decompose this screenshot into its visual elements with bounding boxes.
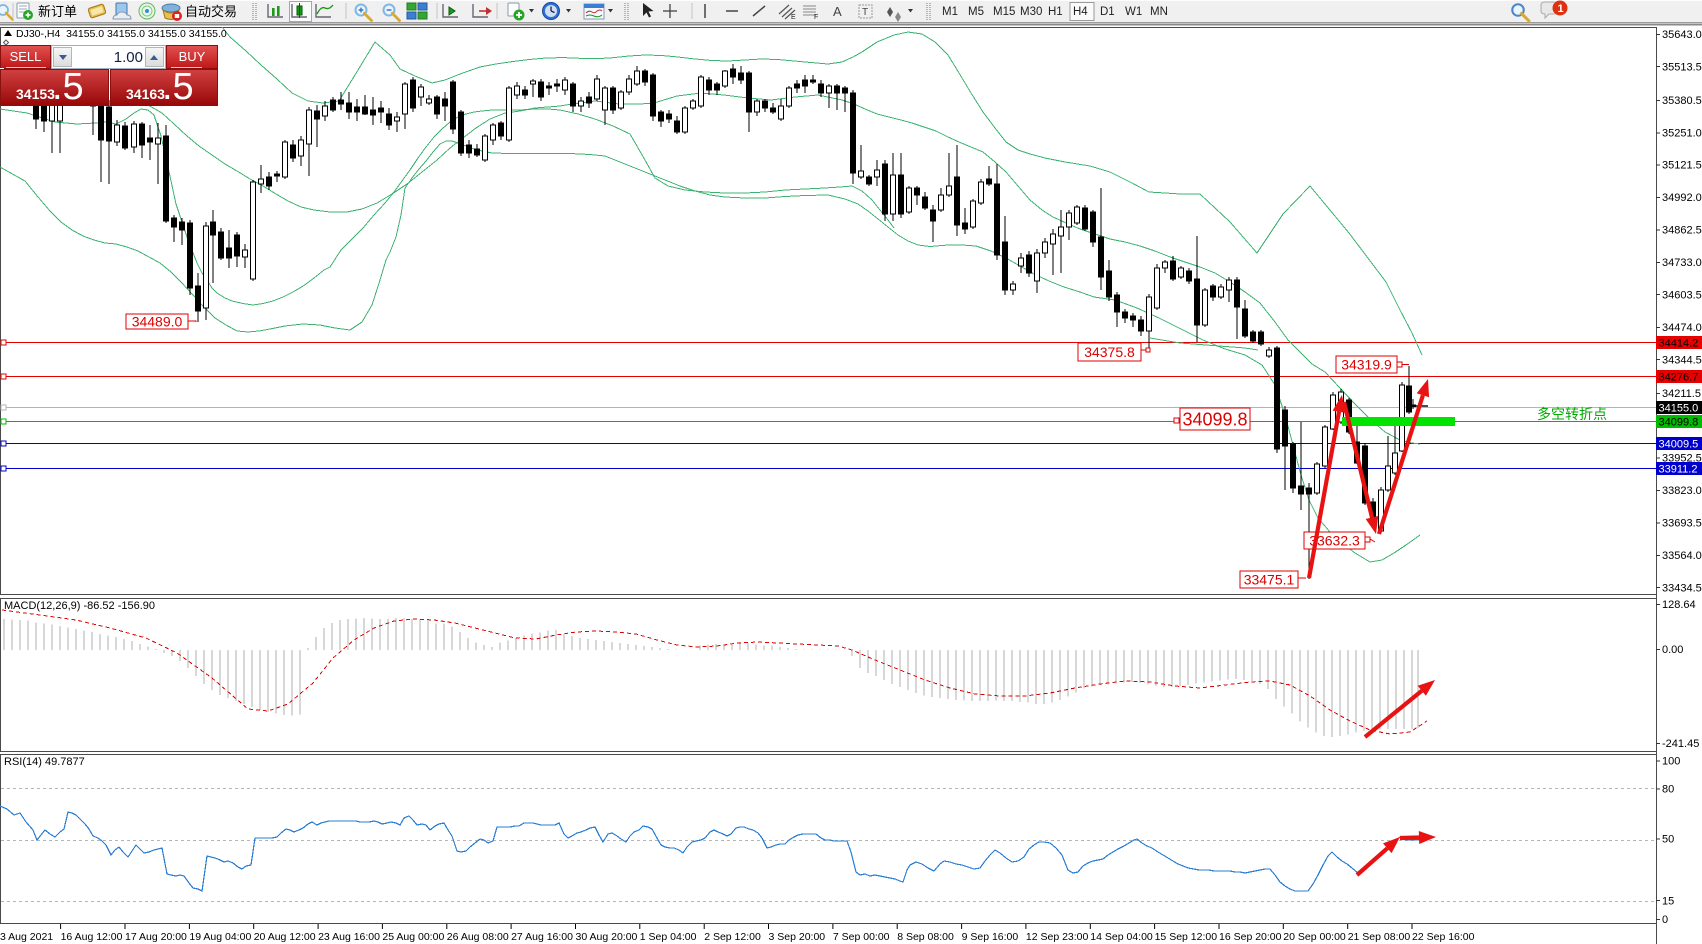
- svg-text:34319.9: 34319.9: [1341, 357, 1392, 373]
- svg-text:34474.0: 34474.0: [1662, 322, 1702, 334]
- svg-text:0.00: 0.00: [1662, 644, 1683, 656]
- svg-text:W1: W1: [1125, 6, 1142, 18]
- svg-text:F: F: [814, 14, 818, 21]
- svg-text:33911.2: 33911.2: [1659, 464, 1698, 476]
- svg-text:34862.5: 34862.5: [1662, 225, 1702, 237]
- svg-text:34489.0: 34489.0: [132, 314, 183, 330]
- svg-text:M30: M30: [1020, 6, 1042, 18]
- svg-text:新订单: 新订单: [38, 4, 77, 19]
- svg-text:128.64: 128.64: [1662, 599, 1696, 611]
- svg-text:25 Aug 00:00: 25 Aug 00:00: [382, 931, 444, 943]
- svg-text:34733.0: 34733.0: [1662, 257, 1702, 269]
- svg-text:34344.5: 34344.5: [1662, 354, 1702, 366]
- svg-text:A: A: [833, 4, 842, 19]
- svg-text:30 Aug 20:00: 30 Aug 20:00: [576, 931, 638, 943]
- svg-text:14 Sep 04:00: 14 Sep 04:00: [1090, 931, 1153, 943]
- svg-text:33475.1: 33475.1: [1244, 572, 1295, 588]
- svg-text:2 Sep 12:00: 2 Sep 12:00: [704, 931, 761, 943]
- svg-text:9 Sep 16:00: 9 Sep 16:00: [962, 931, 1019, 943]
- svg-text:16 Sep 20:00: 16 Sep 20:00: [1219, 931, 1282, 943]
- svg-text:34099.8: 34099.8: [1659, 417, 1699, 429]
- svg-text:D1: D1: [1100, 6, 1115, 18]
- svg-text:-241.45: -241.45: [1662, 738, 1699, 750]
- svg-text:MN: MN: [1150, 6, 1168, 18]
- svg-text:27 Aug 16:00: 27 Aug 16:00: [511, 931, 573, 943]
- svg-text:15: 15: [1662, 895, 1674, 907]
- svg-text:T: T: [862, 7, 868, 18]
- svg-text:M15: M15: [993, 6, 1015, 18]
- svg-text:33564.0: 33564.0: [1662, 550, 1702, 562]
- svg-text:1: 1: [1558, 3, 1564, 15]
- svg-text:34603.5: 34603.5: [1662, 289, 1702, 301]
- svg-text:自动交易: 自动交易: [185, 4, 237, 19]
- svg-text:33823.0: 33823.0: [1662, 485, 1702, 497]
- svg-text:34375.8: 34375.8: [1084, 344, 1135, 360]
- svg-text:20 Aug 12:00: 20 Aug 12:00: [254, 931, 316, 943]
- svg-text:1 Sep 04:00: 1 Sep 04:00: [640, 931, 697, 943]
- svg-text:22 Sep 16:00: 22 Sep 16:00: [1412, 931, 1475, 943]
- svg-text:50: 50: [1662, 834, 1674, 846]
- svg-text:35380.5: 35380.5: [1662, 95, 1702, 107]
- svg-text:21 Sep 08:00: 21 Sep 08:00: [1348, 931, 1411, 943]
- svg-text:34414.2: 34414.2: [1659, 338, 1699, 350]
- svg-text:RSI(14) 49.7877: RSI(14) 49.7877: [4, 756, 85, 768]
- svg-text:M1: M1: [942, 6, 958, 18]
- svg-text:35251.0: 35251.0: [1662, 127, 1702, 139]
- svg-text:E: E: [791, 14, 796, 21]
- svg-text:35643.0: 35643.0: [1662, 29, 1702, 41]
- svg-text:23 Aug 16:00: 23 Aug 16:00: [318, 931, 380, 943]
- svg-text:8 Sep 08:00: 8 Sep 08:00: [897, 931, 954, 943]
- svg-text:H4: H4: [1073, 6, 1088, 18]
- svg-text:3 Sep 20:00: 3 Sep 20:00: [769, 931, 826, 943]
- svg-text:35121.5: 35121.5: [1662, 160, 1702, 172]
- svg-text:15 Sep 12:00: 15 Sep 12:00: [1155, 931, 1218, 943]
- svg-text:M5: M5: [968, 6, 984, 18]
- svg-text:DJ30-,H4 34155.0 34155.0 3415: DJ30-,H4 34155.0 34155.0 34155.0 34155.0: [16, 28, 227, 40]
- svg-text:26 Aug 08:00: 26 Aug 08:00: [447, 931, 509, 943]
- svg-text:34099.8: 34099.8: [1182, 409, 1247, 429]
- svg-text:0: 0: [1662, 914, 1668, 926]
- svg-text:17 Aug 20:00: 17 Aug 20:00: [125, 931, 187, 943]
- svg-text:19 Aug 04:00: 19 Aug 04:00: [189, 931, 251, 943]
- svg-text:多空转折点: 多空转折点: [1537, 406, 1607, 422]
- svg-text:33952.5: 33952.5: [1662, 453, 1702, 465]
- svg-text:MACD(12,26,9) -86.52 -156.90: MACD(12,26,9) -86.52 -156.90: [4, 600, 155, 612]
- svg-text:H1: H1: [1048, 6, 1063, 18]
- svg-text:34992.0: 34992.0: [1662, 192, 1702, 204]
- svg-text:7 Sep 00:00: 7 Sep 00:00: [833, 931, 890, 943]
- svg-text:35513.5: 35513.5: [1662, 61, 1702, 73]
- svg-text:20 Sep 00:00: 20 Sep 00:00: [1283, 931, 1346, 943]
- svg-text:16 Aug 12:00: 16 Aug 12:00: [61, 931, 123, 943]
- svg-text:33434.5: 33434.5: [1662, 582, 1702, 594]
- svg-text:3 Aug 2021: 3 Aug 2021: [0, 931, 53, 943]
- svg-text:34211.5: 34211.5: [1662, 388, 1701, 400]
- svg-text:100: 100: [1662, 756, 1680, 768]
- svg-text:33693.5: 33693.5: [1662, 518, 1702, 530]
- svg-text:80: 80: [1662, 784, 1674, 796]
- svg-text:12 Sep 23:00: 12 Sep 23:00: [1026, 931, 1089, 943]
- svg-text:33632.3: 33632.3: [1309, 533, 1360, 549]
- svg-text:34009.5: 34009.5: [1659, 439, 1699, 451]
- svg-text:34155.0: 34155.0: [1659, 403, 1699, 415]
- svg-text:34276.7: 34276.7: [1659, 372, 1699, 384]
